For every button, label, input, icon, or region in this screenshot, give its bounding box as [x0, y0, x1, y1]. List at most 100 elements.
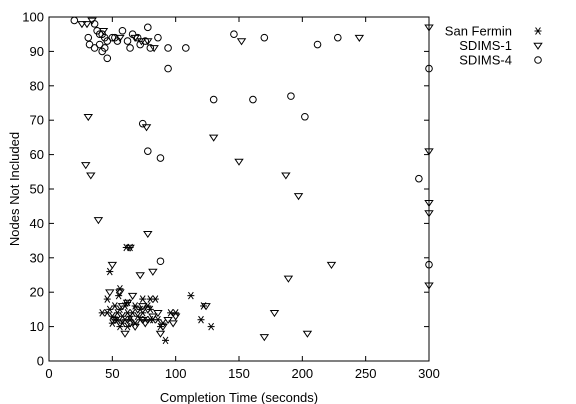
data-point — [140, 320, 151, 328]
y-tick-label: 80 — [30, 78, 44, 93]
y-tick-label: 70 — [30, 113, 44, 128]
data-point — [70, 16, 79, 25]
data-point — [106, 305, 114, 314]
data-point — [107, 261, 118, 270]
data-point — [80, 162, 91, 170]
data-point — [425, 64, 433, 73]
y-tick-label: 50 — [30, 182, 44, 197]
legend-label: San Fermin — [445, 24, 512, 39]
data-point — [143, 230, 153, 239]
data-point — [90, 44, 99, 52]
data-point — [105, 289, 115, 297]
x-axis-label: Completion Time (seconds) — [160, 390, 318, 404]
data-point — [106, 267, 114, 276]
data-point — [259, 334, 270, 342]
data-point — [103, 295, 111, 303]
data-point — [172, 309, 180, 317]
data-point — [130, 323, 140, 331]
data-point — [425, 260, 433, 269]
y-tick-label: 60 — [30, 147, 44, 162]
data-point — [135, 272, 145, 280]
data-point — [269, 310, 280, 318]
legend-marker — [534, 56, 542, 64]
data-point — [115, 291, 123, 300]
data-point — [137, 316, 148, 325]
data-point — [103, 37, 112, 45]
data-point — [287, 92, 295, 100]
data-point — [283, 275, 294, 283]
data-point — [162, 336, 170, 345]
y-tick-label: 20 — [30, 285, 44, 300]
series-triangle-down — [77, 17, 434, 342]
data-point — [131, 302, 139, 310]
data-point — [209, 95, 218, 104]
data-point — [230, 30, 238, 39]
data-point — [100, 44, 109, 52]
x-tick-label: 100 — [165, 366, 187, 381]
data-point — [95, 30, 104, 39]
y-tick-label: 0 — [37, 354, 44, 369]
data-point — [326, 261, 337, 270]
data-point — [156, 257, 165, 266]
data-point — [128, 30, 137, 39]
data-point — [144, 23, 152, 32]
x-axis-ticks: 0 50 100 150 200 250 300 — [45, 17, 440, 381]
data-point — [424, 24, 434, 32]
data-point — [117, 303, 128, 311]
data-point — [293, 193, 304, 201]
data-point — [123, 37, 132, 45]
data-point — [281, 172, 291, 180]
data-point — [139, 295, 147, 303]
data-point — [132, 306, 143, 314]
data-point — [164, 64, 172, 73]
y-tick-label: 90 — [30, 44, 44, 59]
data-point — [126, 312, 134, 321]
data-point — [154, 315, 162, 324]
data-point — [170, 313, 181, 321]
data-point — [424, 148, 434, 156]
data-point — [141, 124, 152, 132]
data-point — [90, 20, 99, 28]
data-point — [156, 154, 165, 162]
series-circle — [70, 16, 433, 269]
data-point — [86, 172, 96, 180]
data-point — [164, 44, 172, 52]
data-point — [108, 33, 117, 42]
data-point — [313, 40, 322, 49]
data-point — [424, 199, 434, 208]
data-point — [125, 244, 135, 252]
y-tick-label: 10 — [30, 319, 44, 334]
data-point — [334, 33, 342, 42]
data-point — [182, 44, 190, 52]
legend-marker — [534, 27, 542, 35]
y-tick-label: 40 — [30, 216, 44, 231]
data-point — [208, 134, 219, 142]
x-tick-label: 300 — [418, 366, 440, 381]
legend-label: SDIMS-4 — [459, 53, 512, 68]
data-point — [110, 316, 120, 325]
data-point — [113, 37, 122, 45]
y-axis-ticks: 0 10 20 30 40 50 60 70 80 90 100 — [22, 10, 429, 369]
data-point — [136, 40, 144, 49]
data-point — [424, 210, 434, 218]
data-point — [236, 38, 247, 46]
data-point — [120, 330, 130, 338]
data-point — [201, 303, 211, 311]
data-point — [103, 54, 112, 63]
data-point — [207, 322, 215, 331]
data-point — [148, 268, 158, 276]
data-point — [127, 292, 138, 300]
data-point — [83, 113, 94, 122]
data-point — [260, 33, 269, 42]
data-point — [77, 21, 87, 29]
data-point — [148, 313, 158, 321]
data-point — [154, 33, 162, 42]
data-point — [302, 330, 313, 338]
x-tick-label: 0 — [45, 366, 52, 381]
data-point — [415, 174, 423, 183]
data-point — [85, 40, 94, 49]
data-point — [93, 217, 104, 225]
data-point — [143, 306, 153, 314]
data-points — [70, 16, 434, 345]
